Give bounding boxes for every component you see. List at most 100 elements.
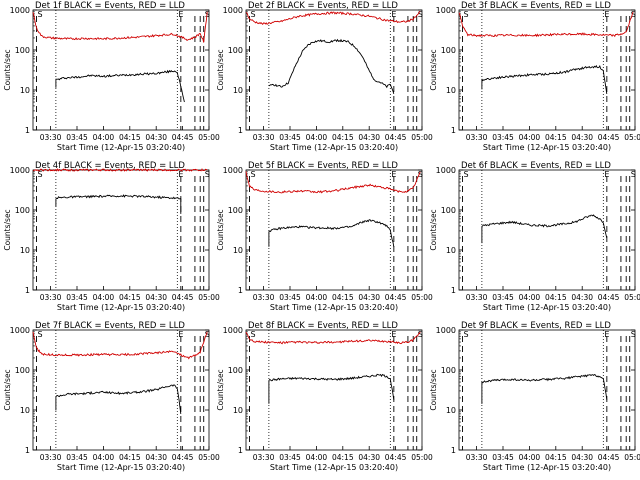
y-tick-label: 10 — [20, 246, 30, 255]
det-chart-svg: Det 4f BLACK = Events, RED = LLD 1 10 100 10… — [3, 161, 220, 312]
panel-title: Det 3f BLACK = Events, RED = LLD — [461, 1, 611, 11]
x-axis-label: Start Time (12-Apr-15 03:20:40) — [483, 143, 611, 152]
det-panel-7: Det 7f BLACK = Events, RED = LLD 1 10 100 10… — [0, 320, 220, 480]
x-tick-label: 03:30 — [40, 133, 62, 142]
y-tick-label: 1000 — [10, 6, 30, 15]
end-marker: E — [604, 10, 609, 19]
y-tick-label: 1 — [451, 446, 456, 455]
series-line-events — [481, 64, 608, 94]
y-tick-label: 1 — [451, 286, 456, 295]
x-tick-label: 05:00 — [411, 453, 433, 462]
end-marker: E — [178, 170, 183, 179]
x-tick-label: 04:30 — [358, 453, 380, 462]
x-tick-label: 05:00 — [624, 293, 640, 302]
y-tick-label: 1 — [25, 446, 30, 455]
x-tick-label: 04:15 — [332, 293, 354, 302]
det-panel-6: Det 6f BLACK = Events, RED = LLD 1 10 100 10… — [426, 160, 640, 320]
x-tick-label: 04:00 — [306, 133, 328, 142]
plot-frame — [245, 169, 423, 291]
series-line-events — [481, 214, 608, 244]
x-tick-label: 05:00 — [624, 133, 640, 142]
y-tick-label: 100 — [441, 206, 456, 215]
series-line-lld — [245, 171, 421, 194]
det-chart-svg: Det 9f BLACK = Events, RED = LLD 1 10 100 10… — [429, 321, 640, 472]
series-line-lld — [245, 331, 421, 345]
y-tick-label: 1 — [238, 286, 243, 295]
plot-frame — [32, 329, 210, 451]
plot-frame — [32, 9, 210, 131]
x-tick-label: 03:45 — [492, 453, 514, 462]
x-tick-label: 05:00 — [624, 453, 640, 462]
x-tick-label: 04:45 — [385, 133, 407, 142]
x-tick-label: 04:15 — [545, 133, 567, 142]
x-tick-label: 04:00 — [519, 453, 541, 462]
y-tick-label: 1000 — [223, 166, 243, 175]
start-marker: S — [38, 10, 43, 19]
y-axis-label: Counts/sec — [216, 209, 225, 250]
x-tick-label: 03:45 — [279, 453, 301, 462]
end-marker: E — [604, 170, 609, 179]
x-tick-label: 04:15 — [119, 453, 141, 462]
x-tick-label: 04:30 — [145, 293, 167, 302]
series-line-events — [55, 384, 182, 414]
start-marker: S — [251, 330, 256, 339]
x-tick-label: 04:00 — [306, 293, 328, 302]
x-tick-label: 03:45 — [66, 293, 88, 302]
y-tick-label: 100 — [15, 366, 30, 375]
start-marker-2: S — [205, 170, 210, 179]
x-tick-label: 05:00 — [411, 293, 433, 302]
x-tick-label: 04:00 — [519, 293, 541, 302]
x-axis-label: Start Time (12-Apr-15 03:20:40) — [483, 463, 611, 472]
end-marker: E — [604, 330, 609, 339]
end-marker: E — [391, 170, 396, 179]
panel-title: Det 6f BLACK = Events, RED = LLD — [461, 161, 611, 171]
det-panel-8: Det 8f BLACK = Events, RED = LLD 1 10 100 10… — [213, 320, 433, 480]
start-marker-2: S — [631, 330, 636, 339]
x-axis-label: Start Time (12-Apr-15 03:20:40) — [483, 303, 611, 312]
y-tick-label: 1000 — [436, 6, 456, 15]
x-tick-label: 04:45 — [172, 453, 194, 462]
x-tick-label: 04:30 — [145, 133, 167, 142]
y-axis-label: Counts/sec — [429, 209, 438, 250]
x-tick-label: 04:15 — [119, 293, 141, 302]
x-tick-label: 04:00 — [519, 133, 541, 142]
x-tick-label: 04:30 — [145, 453, 167, 462]
start-marker: S — [251, 170, 256, 179]
x-axis-label: Start Time (12-Apr-15 03:20:40) — [270, 143, 398, 152]
x-axis-label: Start Time (12-Apr-15 03:20:40) — [57, 463, 185, 472]
series-line-lld — [245, 11, 421, 25]
series-line-lld — [32, 11, 208, 43]
y-tick-label: 10 — [233, 86, 243, 95]
plot-frame — [245, 329, 423, 451]
start-marker: S — [38, 170, 43, 179]
y-tick-label: 10 — [233, 406, 243, 415]
y-axis-label: Counts/sec — [429, 49, 438, 90]
y-tick-label: 1 — [238, 446, 243, 455]
det-panel-5: Det 5f BLACK = Events, RED = LLD 1 10 100 10… — [213, 160, 433, 320]
y-tick-label: 1 — [238, 126, 243, 135]
y-tick-label: 100 — [228, 46, 243, 55]
y-tick-label: 1000 — [223, 6, 243, 15]
det-panel-9: Det 9f BLACK = Events, RED = LLD 1 10 100 10… — [426, 320, 640, 480]
det-chart-svg: Det 7f BLACK = Events, RED = LLD 1 10 100 10… — [3, 321, 220, 472]
panel-title: Det 5f BLACK = Events, RED = LLD — [248, 161, 398, 171]
x-tick-label: 03:30 — [253, 293, 275, 302]
start-marker: S — [251, 10, 256, 19]
x-axis-label: Start Time (12-Apr-15 03:20:40) — [57, 143, 185, 152]
series-line-lld — [32, 331, 208, 360]
y-tick-label: 1 — [451, 126, 456, 135]
y-axis-label: Counts/sec — [216, 369, 225, 410]
x-tick-label: 04:30 — [571, 133, 593, 142]
x-tick-label: 04:15 — [545, 453, 567, 462]
panel-title: Det 1f BLACK = Events, RED = LLD — [35, 1, 185, 11]
x-tick-label: 04:45 — [172, 293, 194, 302]
y-tick-label: 100 — [228, 206, 243, 215]
x-tick-label: 04:15 — [332, 133, 354, 142]
y-axis-label: Counts/sec — [3, 369, 12, 410]
y-tick-label: 10 — [20, 86, 30, 95]
series-line-events — [481, 373, 608, 404]
x-tick-label: 03:45 — [279, 133, 301, 142]
x-tick-label: 04:30 — [358, 293, 380, 302]
x-tick-label: 03:30 — [253, 133, 275, 142]
